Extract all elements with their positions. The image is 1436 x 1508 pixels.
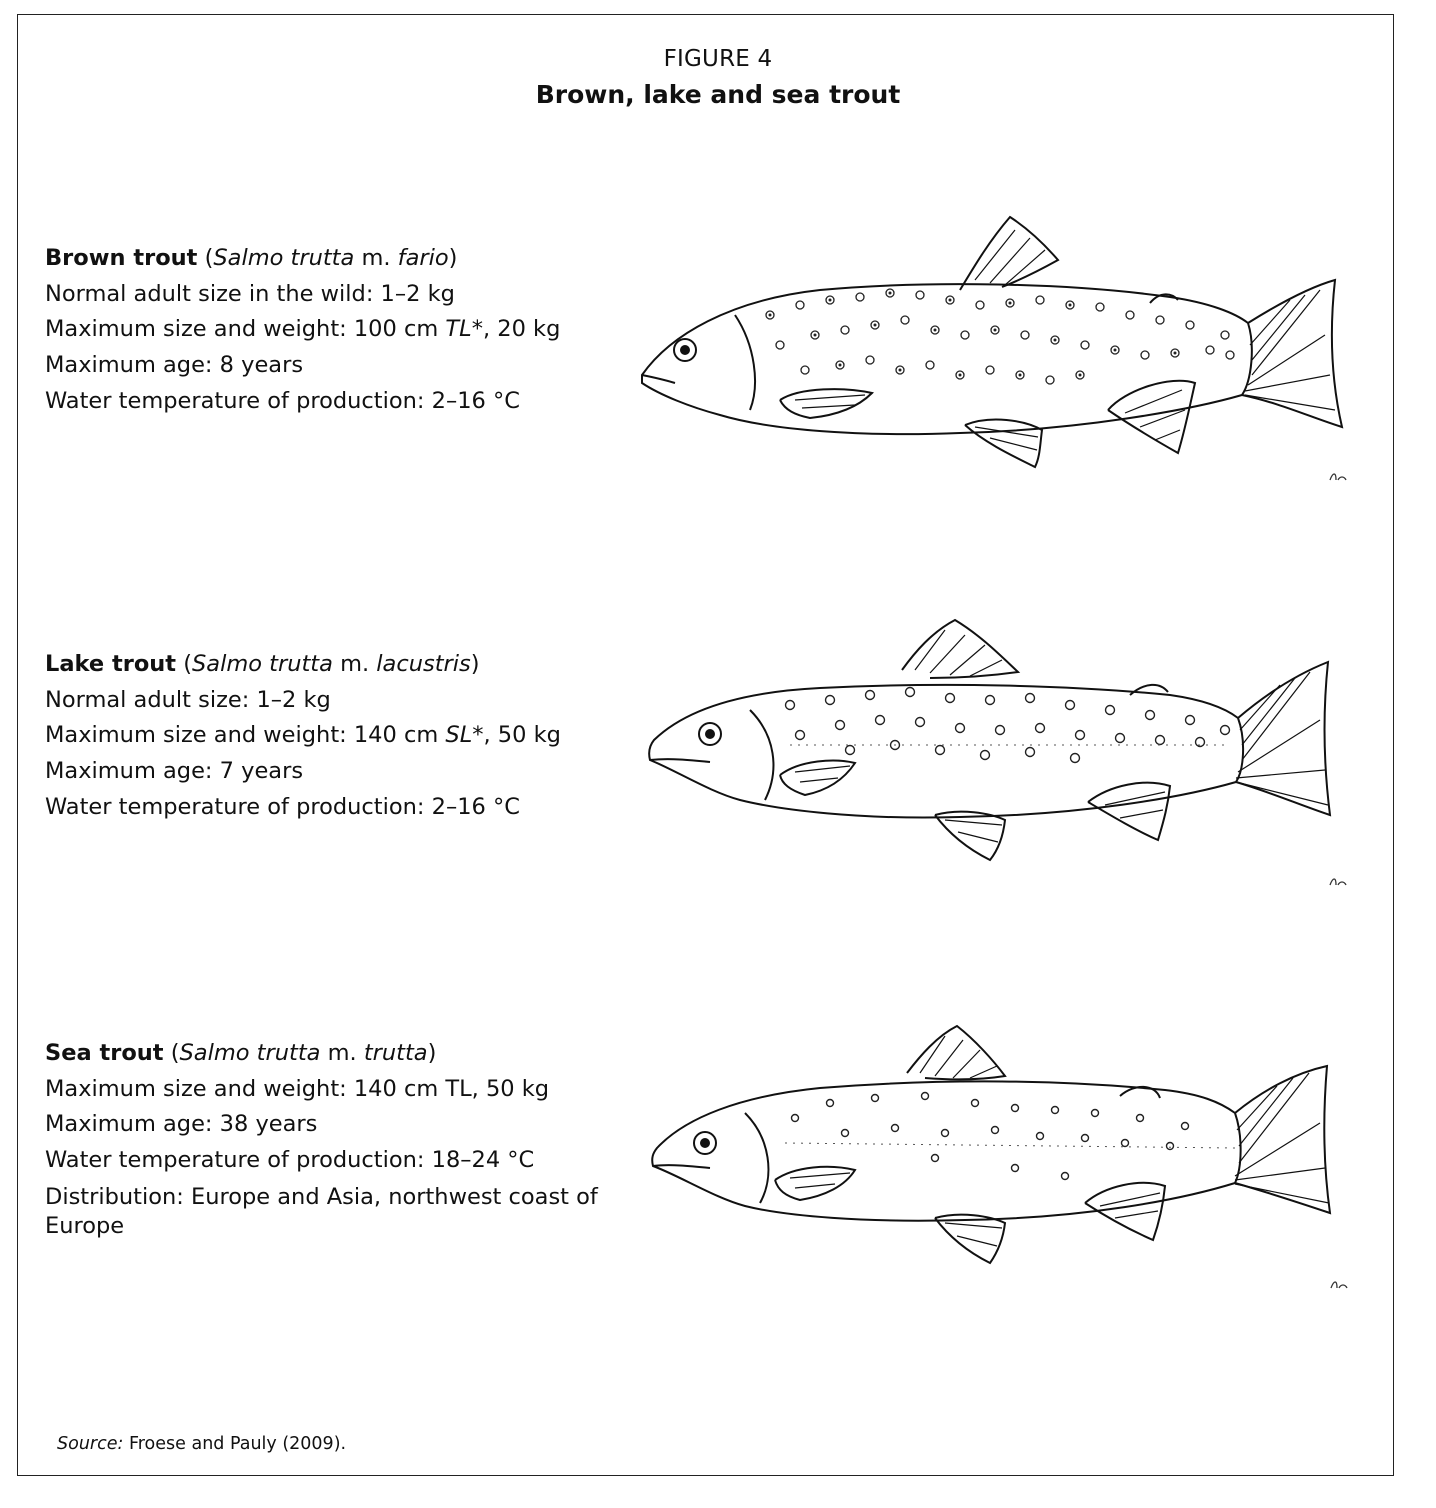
max-size: Maximum size and weight: 140 cm TL, 50 k…	[45, 1075, 550, 1102]
common-name: Lake trout	[45, 651, 177, 677]
common-name: Brown trout	[45, 245, 198, 271]
normal-size: Normal adult size in the wild: 1–2 kg	[45, 280, 455, 307]
max-age: Maximum age: 8 years	[45, 352, 304, 379]
max-age: Maximum age: 7 years	[45, 758, 304, 785]
max-size: Maximum size and weight: 140 cm SL*, 50 …	[45, 718, 605, 754]
scientific-name: Salmo trutta	[213, 245, 355, 271]
distribution: Distribution: Europe and Asia, northwest…	[45, 1183, 598, 1239]
sea-trout-illustration	[651, 1024, 1348, 1289]
source-label: Source:	[57, 1434, 124, 1454]
species-heading: Lake trout (Salmo trutta m. lacustris)	[45, 647, 605, 683]
form-prefix: m.	[320, 1040, 364, 1066]
form-name: fario	[397, 245, 449, 271]
water-temperature: Water temperature of production: 2–16 °C	[45, 387, 520, 414]
figure-label: FIGURE 4	[663, 46, 773, 72]
form-name: lacustris	[376, 651, 471, 677]
max-size: Maximum size and weight: 100 cm TL*, 20 …	[45, 312, 605, 348]
paren: (	[163, 1040, 180, 1066]
form-prefix: m.	[354, 245, 398, 271]
length-measure: SL*	[445, 722, 484, 749]
water-temperature: Water temperature of production: 18–24 °…	[45, 1147, 535, 1174]
water-temperature: Water temperature of production: 2–16 °C	[45, 793, 520, 820]
scientific-name: Salmo trutta	[192, 651, 333, 677]
paren: )	[470, 651, 480, 677]
max-weight-text: , 20 kg	[482, 316, 561, 343]
max-age: Maximum age: 38 years	[45, 1111, 318, 1138]
max-size-text: Maximum size and weight: 100 cm	[45, 316, 446, 343]
form-name: trutta	[363, 1040, 428, 1066]
lake-trout-description: Lake trout (Salmo trutta m. lacustris) N…	[45, 647, 605, 826]
species-heading: Sea trout (Salmo trutta m. trutta)	[45, 1036, 605, 1072]
paren: )	[427, 1040, 437, 1066]
scientific-name: Salmo trutta	[179, 1040, 321, 1066]
sea-trout-description: Sea trout (Salmo trutta m. trutta) Maxim…	[45, 1036, 605, 1241]
paren: (	[197, 245, 214, 271]
figure-frame	[17, 14, 1394, 1476]
common-name: Sea trout	[45, 1040, 164, 1066]
length-measure: TL*	[445, 316, 483, 343]
brown-trout-description: Brown trout (Salmo trutta m. fario) Norm…	[45, 241, 605, 420]
lake-trout-illustration	[648, 618, 1347, 886]
max-weight-text: , 50 kg	[483, 722, 561, 749]
paren: )	[448, 245, 458, 271]
brown-trout-illustration	[641, 215, 1347, 481]
paren: (	[176, 651, 192, 677]
max-size-text: Maximum size and weight: 140 cm	[45, 722, 446, 749]
figure-title: Brown, lake and sea trout	[535, 80, 901, 109]
species-heading: Brown trout (Salmo trutta m. fario)	[45, 241, 605, 277]
form-prefix: m.	[332, 651, 377, 677]
source-text: Froese and Pauly (2009).	[123, 1434, 347, 1454]
normal-size: Normal adult size: 1–2 kg	[45, 686, 331, 713]
source-note: Source: Froese and Pauly (2009).	[57, 1434, 346, 1454]
